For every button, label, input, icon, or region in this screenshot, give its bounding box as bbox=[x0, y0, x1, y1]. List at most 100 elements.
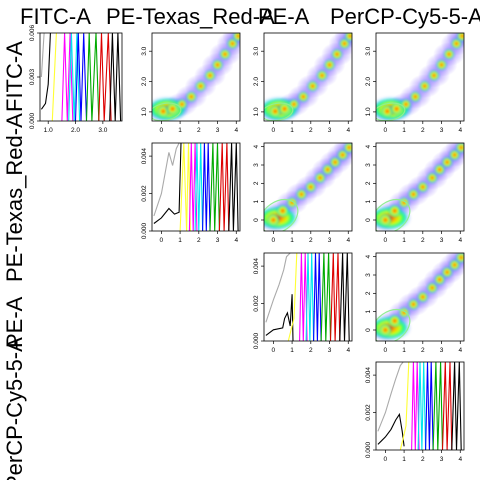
x-tick-label: 1 bbox=[402, 456, 406, 463]
density-cluster-point bbox=[398, 196, 411, 209]
density-cluster-point bbox=[426, 171, 439, 184]
x-tick-label: 1 bbox=[178, 237, 182, 244]
gate-ellipse bbox=[376, 308, 411, 341]
panel-grid: 1.0 2.0 3.0 0.000 0.003 0.006 0 1 2 3 4 1.0 2.0 3.0 0 1… bbox=[29, 24, 465, 463]
density-curve bbox=[329, 253, 341, 341]
density-cluster-point bbox=[287, 98, 300, 111]
density-cluster-point bbox=[428, 69, 441, 82]
density-cluster-point bbox=[314, 171, 327, 184]
x-tick-label: 1 bbox=[402, 347, 406, 354]
density-cluster-point bbox=[433, 273, 446, 286]
density-cluster-point bbox=[266, 213, 281, 227]
density-cluster-point bbox=[321, 163, 334, 176]
x-tick-label: 3 bbox=[328, 127, 332, 134]
density-cluster-point bbox=[286, 196, 299, 209]
plot-area bbox=[40, 33, 122, 121]
panel-frame bbox=[263, 252, 353, 342]
y-tick-label: 2 bbox=[365, 181, 372, 185]
density-cluster-point bbox=[194, 80, 207, 93]
plot-area bbox=[377, 362, 462, 450]
y-tick-label: 1.0 bbox=[253, 107, 260, 116]
x-tick-label: 2 bbox=[421, 127, 425, 134]
x-tick-label: 1 bbox=[402, 237, 406, 244]
y-tick-label: 2.0 bbox=[365, 77, 372, 86]
panel-3-4: 0 1 2 3 4 0 1 2 3 4 bbox=[365, 252, 465, 354]
panel-1-1: 1.0 2.0 3.0 0.000 0.003 0.006 bbox=[29, 24, 123, 134]
y-tick-label: 0.000 bbox=[253, 332, 260, 349]
density-cluster-point bbox=[399, 98, 412, 111]
row-title-4: PerCP-Cy5-5-A bbox=[2, 337, 27, 480]
y-tick-label: 3.0 bbox=[253, 46, 260, 55]
density-cluster-point bbox=[331, 48, 344, 61]
x-tick-label: 1 bbox=[290, 237, 294, 244]
row-title-2: PE-Texas_Red-A bbox=[2, 113, 27, 282]
y-tick-label: 0.002 bbox=[253, 295, 260, 312]
column-title-1: FITC-A bbox=[20, 4, 91, 29]
x-tick-label: 2 bbox=[421, 237, 425, 244]
y-tick-label: 0.004 bbox=[253, 258, 260, 275]
density-cluster-point bbox=[456, 33, 464, 43]
panel-3-3: 0 1 2 3 4 0.000 0.002 0.004 bbox=[253, 252, 353, 354]
density-cluster-point bbox=[323, 58, 336, 71]
gate-ellipse bbox=[264, 198, 299, 231]
density-cluster-point bbox=[416, 291, 429, 303]
panel-frame bbox=[151, 32, 241, 122]
x-tick-label: 1 bbox=[290, 347, 294, 354]
y-tick-label: 2.0 bbox=[141, 77, 148, 86]
y-tick-label: 0.000 bbox=[141, 222, 148, 239]
density-cluster-point bbox=[409, 90, 422, 103]
plot-area bbox=[376, 33, 464, 121]
density-cluster-point bbox=[343, 143, 352, 154]
y-tick-label: 0.004 bbox=[141, 148, 148, 165]
density-cluster-point bbox=[455, 143, 464, 154]
density-curve bbox=[109, 33, 122, 121]
density-cluster-point bbox=[426, 281, 439, 294]
x-tick-label: 2 bbox=[421, 347, 425, 354]
y-tick-label: 2 bbox=[365, 291, 372, 295]
density-curve bbox=[377, 412, 405, 447]
gate-ellipse bbox=[264, 102, 294, 121]
density-curve bbox=[313, 253, 322, 341]
x-tick-label: 2 bbox=[421, 456, 425, 463]
density-cluster-point bbox=[407, 188, 420, 201]
gate-ellipse bbox=[152, 102, 182, 121]
density-curve bbox=[74, 33, 88, 121]
density-cluster-point bbox=[295, 188, 308, 201]
plot-area bbox=[376, 143, 464, 231]
panel-2-4: 0 1 2 3 4 0 1 2 3 4 bbox=[365, 142, 465, 244]
density-curve bbox=[399, 362, 410, 450]
x-tick-label: 4 bbox=[346, 237, 350, 244]
density-curve bbox=[299, 253, 308, 341]
density-cluster-point bbox=[316, 69, 329, 82]
x-tick-label: 3.0 bbox=[98, 127, 107, 134]
y-tick-label: 3.0 bbox=[365, 46, 372, 55]
y-tick-label: 0 bbox=[365, 218, 372, 222]
x-tick-label: 3 bbox=[216, 237, 220, 244]
y-tick-label: 0.002 bbox=[365, 404, 372, 421]
density-curve bbox=[287, 253, 298, 341]
density-curve bbox=[265, 294, 294, 341]
panel-1-3: 0 1 2 3 4 1.0 2.0 3.0 bbox=[253, 32, 353, 134]
density-curve bbox=[377, 362, 404, 432]
y-tick-label: 4 bbox=[365, 254, 372, 258]
column-title-4: PerCP-Cy5-5-A bbox=[330, 4, 480, 29]
density-curve bbox=[179, 143, 191, 231]
x-tick-label: 1.0 bbox=[44, 127, 53, 134]
density-cluster-point bbox=[297, 90, 310, 103]
x-tick-label: 2.0 bbox=[71, 127, 80, 134]
plot-area bbox=[264, 33, 352, 121]
plot-area bbox=[376, 253, 464, 341]
plot-area bbox=[264, 143, 352, 231]
density-cluster-point bbox=[204, 69, 217, 82]
row-title-1: FITC-A bbox=[2, 41, 27, 112]
density-cluster-point bbox=[387, 203, 402, 218]
density-cluster-point bbox=[441, 156, 454, 169]
density-cluster-point bbox=[441, 266, 454, 279]
density-curve bbox=[339, 253, 350, 341]
y-tick-label: 3.0 bbox=[141, 46, 148, 55]
density-cluster-point bbox=[344, 33, 352, 43]
density-curve bbox=[411, 362, 420, 450]
plot-area bbox=[152, 33, 240, 121]
panel-frame bbox=[375, 252, 465, 342]
